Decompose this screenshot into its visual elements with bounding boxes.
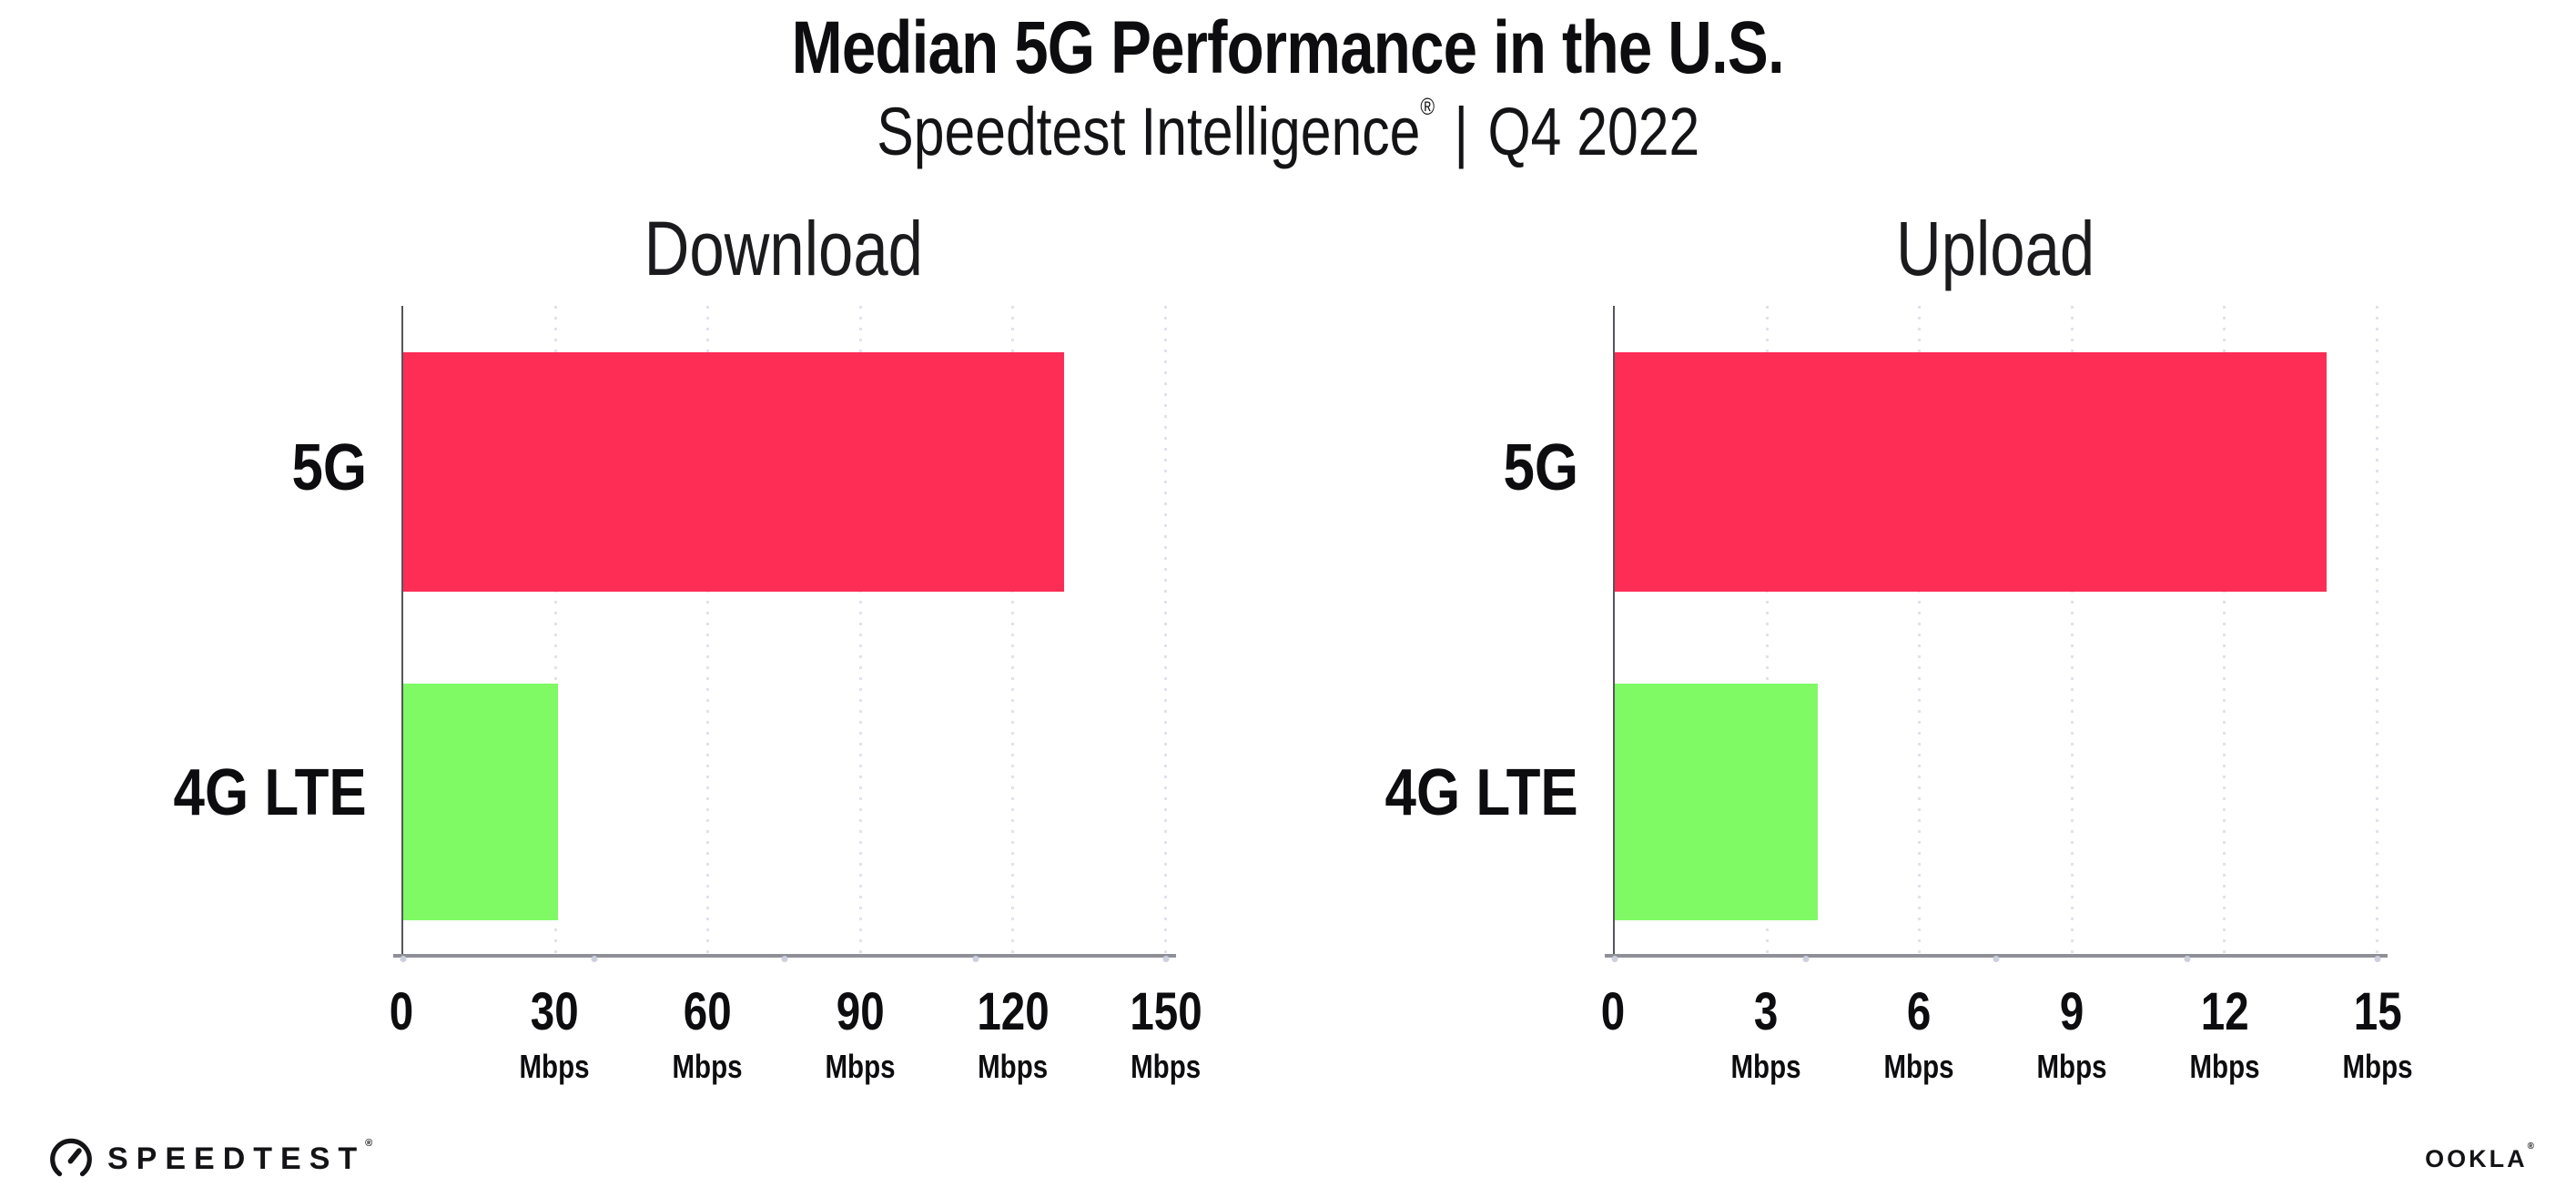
download-plot-area — [393, 306, 1176, 962]
x-tick: 120 Mbps — [969, 986, 1058, 1083]
subtitle-period: Q4 2022 — [1487, 94, 1700, 170]
x-tick-unit: Mbps — [519, 1048, 590, 1085]
speedtest-gauge-icon — [50, 1138, 92, 1177]
registered-mark-icon: ® — [365, 1137, 373, 1149]
gridline — [1011, 306, 1015, 955]
category-label-4g-lte: 4G LTE — [1384, 756, 1578, 829]
gridline — [1765, 306, 1769, 955]
upload-plot-area — [1605, 306, 2388, 962]
axis-tick-dot — [972, 956, 979, 962]
axis-tick-dot — [781, 956, 788, 962]
x-tick-value: 0 — [1600, 982, 1626, 1041]
x-tick-value: 15 — [2353, 982, 2402, 1041]
x-tick-unit: Mbps — [825, 1048, 896, 1085]
tickdot-layer — [400, 306, 1170, 962]
x-tick: 0 — [387, 986, 416, 1039]
gridline — [553, 306, 557, 955]
axis-tick-dot — [1611, 956, 1618, 962]
ookla-wordmark: OOKLA — [2425, 1144, 2528, 1172]
axis-tick-dot — [591, 956, 597, 962]
x-tick-value: 150 — [1130, 982, 1202, 1041]
x-tick-unit: Mbps — [1131, 1048, 1202, 1085]
x-tick: 60 Mbps — [664, 986, 750, 1083]
x-tick-value: 6 — [1906, 982, 1932, 1041]
x-tick-value: 60 — [683, 982, 732, 1041]
x-tick-value: 9 — [2059, 982, 2084, 1041]
x-tick: 0 — [1598, 986, 1628, 1039]
page-title: Median 5G Performance in the U.S. — [0, 6, 2576, 89]
registered-mark-icon: ® — [2527, 1141, 2534, 1151]
x-tick: 30 Mbps — [512, 986, 597, 1083]
x-tick-value: 0 — [389, 982, 414, 1041]
footer: SPEEDTEST® OOKLA® — [47, 1135, 2534, 1182]
x-tick: 3 Mbps — [1723, 986, 1809, 1083]
x-tick-unit: Mbps — [2189, 1048, 2260, 1085]
x-tick-value: 12 — [2200, 982, 2249, 1041]
x-tick: 12 Mbps — [2182, 986, 2267, 1083]
gridline — [2070, 306, 2074, 955]
download-y-axis-labels: 5G 4G LTE — [156, 306, 401, 955]
x-tick-value: 120 — [977, 982, 1050, 1041]
download-chart-title: Download — [644, 206, 924, 291]
subtitle-separator: | — [1454, 94, 1468, 170]
gridline — [1918, 306, 1922, 955]
header: Median 5G Performance in the U.S. Speedt… — [0, 0, 2576, 167]
x-tick-value: 3 — [1753, 982, 1779, 1041]
category-label-5g: 5G — [1503, 431, 1578, 505]
bar-4g-lte-upload — [1615, 683, 1819, 921]
tickdot-layer — [1611, 306, 2381, 962]
x-tick-value: 90 — [836, 982, 885, 1041]
xtick-layer: 0 3 Mbps 6 Mbps 9 Mbps 12 Mbps 15 Mbps — [1601, 986, 2413, 1122]
subtitle-brand: Speedtest Intelligence — [876, 94, 1421, 170]
registered-mark-icon: ® — [1420, 93, 1435, 121]
x-tick-unit: Mbps — [1883, 1048, 1954, 1085]
bar-5g-upload — [1615, 351, 2328, 593]
page-subtitle: Speedtest Intelligence® | Q4 2022 — [0, 93, 2576, 170]
x-tick: 90 Mbps — [817, 986, 903, 1083]
x-tick-unit: Mbps — [1730, 1048, 1801, 1085]
download-chart: Download 5G 4G LTE 0 30 Mbps 60 Mbps 90 Mbps 12… — [156, 206, 1202, 1122]
gridline — [2376, 306, 2378, 955]
axis-tick-dot — [2184, 956, 2190, 962]
category-label-5g: 5G — [291, 431, 367, 505]
x-tick-unit: Mbps — [2342, 1048, 2413, 1085]
x-tick-unit: Mbps — [2036, 1048, 2107, 1085]
upload-y-axis-labels: 5G 4G LTE — [1367, 306, 1613, 955]
x-tick: 150 Mbps — [1122, 986, 1211, 1083]
gridline — [858, 306, 862, 955]
gridline-layer — [1615, 306, 2378, 955]
category-label-4g-lte: 4G LTE — [173, 756, 367, 829]
page-subtitle-text: Speedtest Intelligence® | Q4 2022 — [876, 93, 1700, 170]
gridline — [706, 306, 710, 955]
bar-4g-lte-download — [403, 683, 559, 921]
x-tick-unit: Mbps — [978, 1048, 1049, 1085]
axis-tick-dot — [1802, 956, 1809, 962]
x-tick: 9 Mbps — [2029, 986, 2115, 1083]
x-tick-value: 30 — [530, 982, 579, 1041]
page-title-text: Median 5G Performance in the U.S. — [791, 6, 1785, 89]
axis-tick-dot — [400, 956, 407, 962]
x-tick: 15 Mbps — [2335, 986, 2420, 1083]
gridline — [1164, 306, 1167, 955]
axis-tick-dot — [1162, 956, 1170, 962]
axis-tick-dot — [2374, 956, 2381, 962]
gridline-layer — [403, 306, 1167, 955]
upload-chart-title: Upload — [1895, 206, 2095, 291]
x-tick-unit: Mbps — [672, 1048, 743, 1085]
bar-5g-download — [403, 351, 1065, 593]
axis-tick-dot — [1993, 956, 2000, 962]
upload-chart: Upload 5G 4G LTE 0 3 Mbps 6 Mbps 9 Mbps 12 Mbps 1… — [1367, 206, 2413, 1122]
x-tick: 6 Mbps — [1876, 986, 1962, 1083]
speedtest-wordmark: SPEEDTEST® — [107, 1137, 373, 1176]
xtick-layer: 0 30 Mbps 60 Mbps 90 Mbps 120 Mbps 150 Mbps — [390, 986, 1202, 1122]
ookla-logo: OOKLA® — [2425, 1141, 2534, 1173]
gridline — [2223, 306, 2226, 955]
speedtest-logo: SPEEDTEST® — [47, 1135, 372, 1182]
